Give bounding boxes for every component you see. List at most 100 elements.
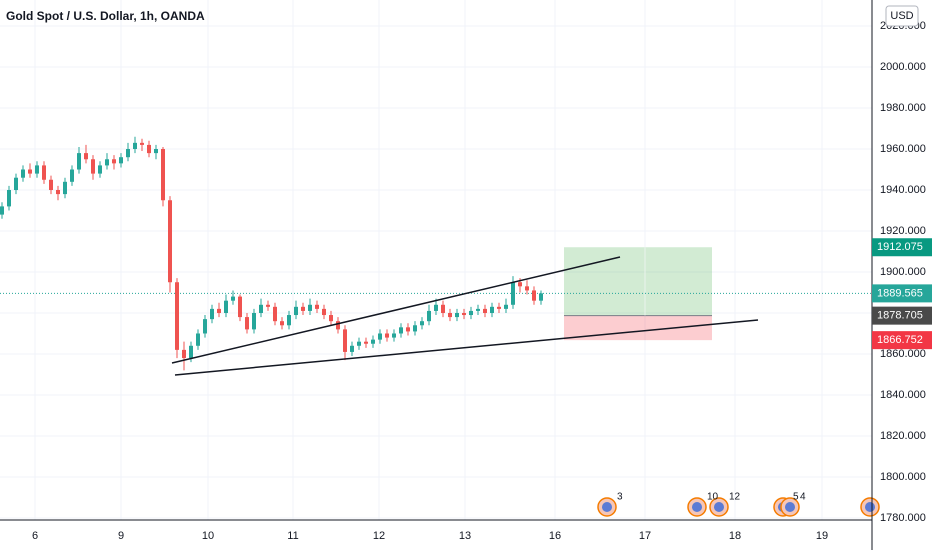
candle-body (56, 190, 60, 195)
price-tag (872, 306, 932, 325)
candle-body (252, 312, 256, 330)
event-icon-inner (785, 502, 795, 512)
candle-body (434, 304, 438, 311)
axis: 1780.000 1800.000 1820.000 1840.000 1860.000… (32, 20, 932, 542)
target-zone (564, 247, 712, 316)
event-icon-inner (692, 502, 702, 512)
candle-body (112, 159, 116, 164)
price-tag (872, 331, 932, 350)
candle-body (350, 345, 354, 352)
candle-body (126, 149, 130, 158)
candle-body (49, 179, 53, 191)
candle-body (224, 300, 228, 313)
candle-body (147, 144, 151, 154)
candle-body (266, 304, 270, 307)
price-tag-label: 1866.752 (877, 334, 923, 346)
candle-body (231, 296, 235, 301)
candle-body (105, 159, 109, 166)
candle-body (210, 308, 214, 320)
candle-body (322, 308, 326, 316)
candle-body (441, 304, 445, 313)
candle-body (378, 333, 382, 340)
candle-body (399, 327, 403, 334)
candle-body (371, 339, 375, 344)
candle-body (455, 312, 459, 318)
candle-body (133, 142, 137, 150)
y-tick-label: 1900.000 (880, 266, 926, 278)
candle-body (420, 321, 424, 326)
event-count: 3 (617, 492, 623, 503)
candle-body (504, 304, 508, 309)
candle-body (413, 325, 417, 332)
candle-body (84, 153, 88, 160)
candle-body (511, 282, 515, 305)
candle-body (70, 169, 74, 182)
trend-line-upper (171, 256, 621, 364)
candle-body (154, 149, 158, 154)
candle-body (77, 153, 81, 170)
candle-body (364, 341, 368, 344)
event-icon-inner (865, 502, 875, 512)
candle-body (490, 306, 494, 313)
grid (0, 0, 872, 520)
candle-body (259, 304, 263, 313)
candle-body (7, 190, 11, 207)
x-tick-label: 6 (32, 530, 38, 542)
candle-body (483, 308, 487, 313)
x-tick-label: 18 (729, 530, 741, 542)
candle-body (427, 310, 431, 322)
candle-body (189, 345, 193, 359)
candle-body (161, 149, 165, 201)
candle-body (35, 165, 39, 174)
currency-label[interactable]: USD (890, 10, 913, 22)
candle-body (462, 312, 466, 316)
candle-body (448, 312, 452, 318)
candle-body (217, 308, 221, 313)
candle-body (301, 306, 305, 311)
candle-body (273, 306, 277, 322)
candle-body (280, 321, 284, 326)
event-count: 12 (729, 492, 741, 503)
candle-body (343, 329, 347, 352)
event-icon-inner (714, 502, 724, 512)
y-tick-label: 1860.000 (880, 348, 926, 360)
candle-body (91, 159, 95, 174)
candle-body (385, 333, 389, 338)
candle-body (497, 306, 501, 309)
candle-body (469, 310, 473, 316)
price-tag-label: 1912.075 (877, 241, 923, 253)
currency-button[interactable] (885, 5, 919, 27)
candle-body (28, 169, 32, 174)
candle-body (203, 319, 207, 334)
x-tick-label: 17 (639, 530, 651, 542)
candle-body (14, 177, 18, 191)
candle-body (98, 165, 102, 174)
candle-body (168, 200, 172, 283)
plot: 3 10 12 5 4 (0, 136, 880, 517)
price-tag (872, 238, 932, 257)
x-tick-label: 16 (549, 530, 561, 542)
candle-body (63, 181, 67, 195)
candle-body (308, 304, 312, 311)
candle-body (21, 169, 25, 178)
y-tick-label: 1980.000 (880, 102, 926, 114)
event-icon-inner (602, 502, 612, 512)
trend-line-lower (174, 319, 759, 376)
candle-body (539, 293, 543, 301)
y-tick-label: 1820.000 (880, 430, 926, 442)
x-tick-label: 9 (118, 530, 124, 542)
candle-body (238, 296, 242, 318)
candle-body (406, 327, 410, 332)
candle-body (294, 306, 298, 316)
y-tick-label: 1840.000 (880, 389, 926, 401)
x-tick-label: 12 (373, 530, 385, 542)
chart-title: Gold Spot / U.S. Dollar, 1h, OANDA (6, 9, 205, 23)
price-tag-label: 1878.705 (877, 310, 923, 322)
candle-body (287, 315, 291, 326)
x-tick-label: 19 (816, 530, 828, 542)
y-tick-label: 1780.000 (880, 512, 926, 524)
candle-body (476, 308, 480, 311)
candle-body (315, 304, 319, 309)
